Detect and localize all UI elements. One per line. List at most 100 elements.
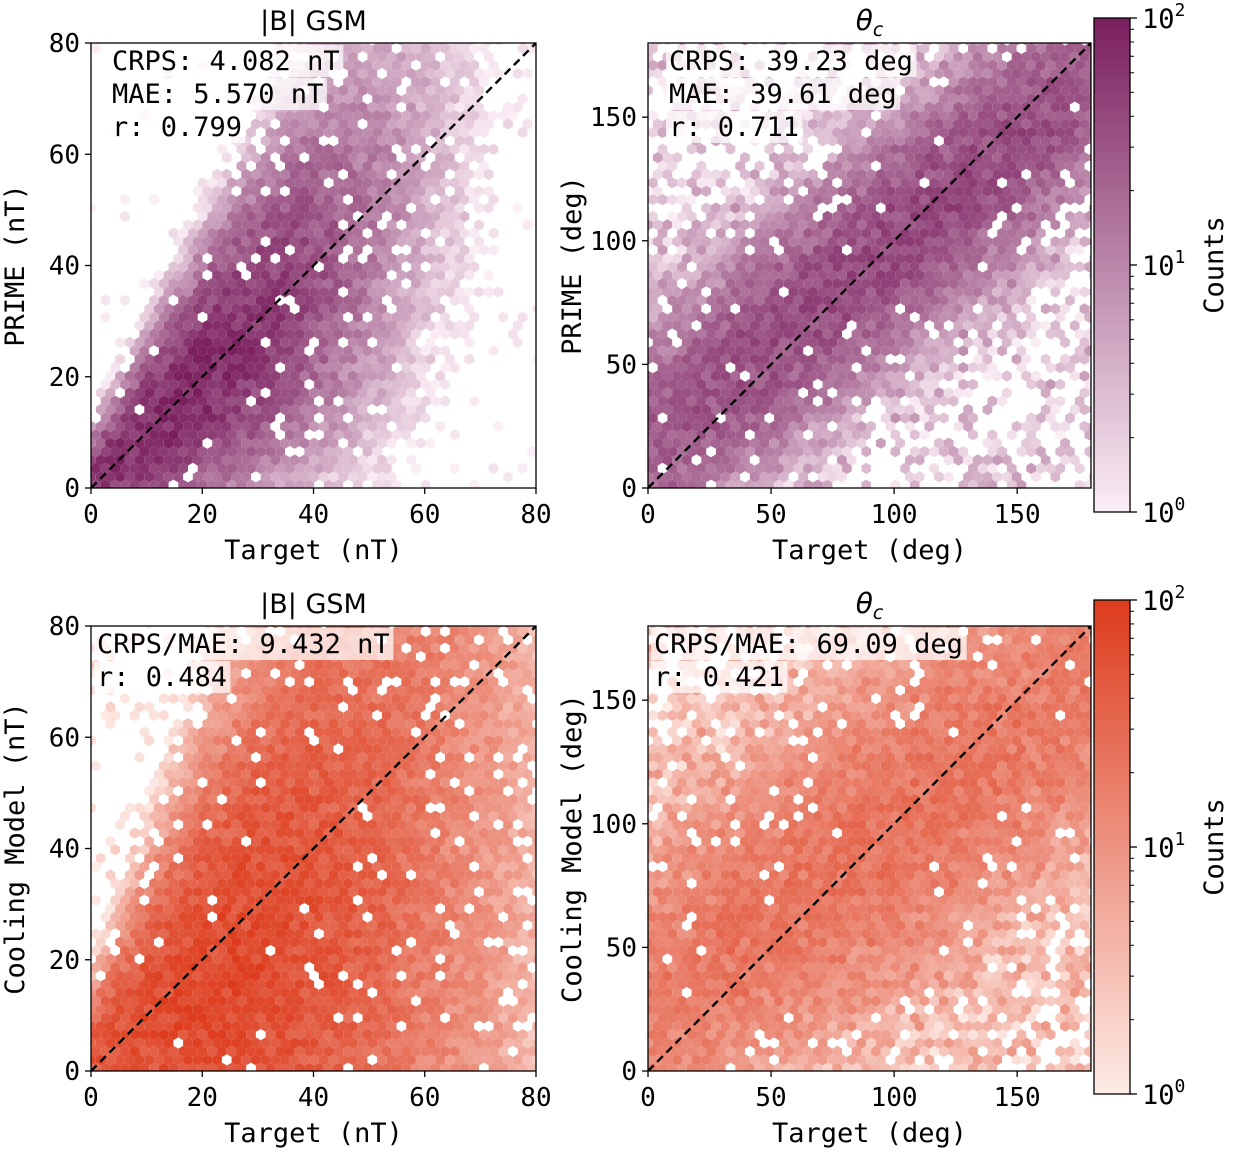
hexbin-cell [333, 93, 344, 105]
hexbin-cell [425, 118, 436, 130]
hexbin-cell [832, 328, 842, 340]
hexbin-cell [154, 1071, 164, 1082]
hexbin-cell [420, 827, 431, 839]
hexbin-cell [299, 437, 310, 449]
hexbin-cell [304, 160, 315, 172]
hexbin-cell [314, 110, 324, 122]
hexbin-cell [280, 118, 290, 130]
hexbin-cell [367, 152, 378, 164]
hexbin-cell [866, 219, 876, 231]
hexbin-cell [149, 961, 159, 973]
hexbin-cell [212, 852, 222, 864]
hexbin-cell [958, 345, 969, 357]
hexbin-cell [1011, 420, 1022, 432]
hexbin-cell [1065, 244, 1075, 256]
hexbin-cell [246, 345, 256, 357]
hexbin-cell [445, 236, 455, 248]
hexbin-cell [411, 261, 421, 273]
hexbin-cell [192, 387, 203, 399]
hexbin-cell [934, 320, 944, 332]
hexbin-cell [943, 303, 954, 315]
hexbin-cell [1050, 185, 1061, 197]
hexbin-cell [653, 488, 663, 499]
hexbin-cell [158, 894, 169, 906]
hexbin-cell [464, 869, 475, 881]
hexbin-cell [677, 294, 687, 306]
hexbin-cell [105, 1003, 116, 1015]
hexbin-cell [396, 353, 407, 365]
hexbin-cell [929, 126, 939, 138]
hexbin-cell [488, 462, 499, 474]
hexbin-cell [982, 370, 993, 382]
hexbin-cell [154, 404, 164, 416]
hexbin-cell [740, 236, 750, 248]
hexbin-cell [391, 412, 402, 424]
hexbin-cell [188, 479, 198, 488]
hexbin-cell [304, 261, 315, 273]
hexbin-cell [289, 953, 300, 965]
hexbin-cell [808, 168, 818, 180]
hexbin-cell [265, 1029, 276, 1041]
hexbin-cell [880, 294, 891, 306]
hexbin-cell [348, 970, 358, 982]
hexbin-cell [1026, 43, 1036, 54]
hexbin-cell [851, 227, 862, 239]
hexbin-cell [454, 51, 465, 63]
hexbin-cell [212, 835, 222, 847]
hexbin-cell [285, 978, 295, 990]
hexbin-cell [382, 43, 392, 54]
hexbin-cell [304, 177, 315, 189]
hexbin-cell [158, 462, 169, 474]
hexbin-cell [1045, 261, 1056, 273]
hexbin-cell [294, 311, 305, 323]
hexbin-cell [1036, 378, 1046, 390]
hexbin-cell [255, 827, 266, 839]
hexbin-cell [352, 810, 363, 822]
hexbin-cell [285, 945, 295, 957]
hexbin-cell [914, 101, 925, 113]
hexbin-cell [289, 420, 300, 432]
hexbin-cell [430, 261, 441, 273]
hexbin-cell [1050, 286, 1061, 298]
hexbin-cell [217, 429, 227, 441]
hexbin-cell [367, 835, 378, 847]
hexbin-cell [188, 278, 198, 290]
hexbin-cell [808, 252, 818, 264]
hexbin-cell [323, 894, 334, 906]
hexbin-cell [846, 202, 857, 214]
hexbin-cell [977, 194, 988, 206]
hexbin-cell [812, 479, 823, 488]
hexbin-cell [231, 269, 242, 281]
hexbin-cell [1021, 320, 1032, 332]
hexbin-cell [163, 420, 174, 432]
hexbin-cell [183, 252, 193, 264]
hexbin-cell [251, 987, 261, 999]
hexbin-cell [270, 852, 281, 864]
hexbin-cell [871, 244, 881, 256]
hexbin-cell [1002, 68, 1012, 80]
hexbin-cell [246, 429, 256, 441]
hexbin-cell [997, 160, 1007, 172]
hexbin-cell [735, 395, 745, 407]
hexbin-cell [866, 236, 876, 248]
hexbin-cell [440, 827, 450, 839]
hexbin-cell [95, 852, 106, 864]
hexbin-cell [1065, 362, 1075, 374]
hexbin-cell [924, 202, 935, 214]
hexbin-cell [226, 261, 237, 273]
hexbin-cell [963, 387, 973, 399]
hexbin-cell [861, 210, 872, 222]
hexbin-cell [440, 244, 450, 256]
hexbin-cell [919, 227, 930, 239]
hexbin-cell [430, 961, 441, 973]
hexbin-cell [454, 819, 465, 831]
hexbin-cell [730, 370, 741, 382]
hexbin-cell [851, 210, 862, 222]
hexbin-cell [1002, 101, 1012, 113]
hexbin-cell [464, 185, 475, 197]
metric-annotation: r: 0.711 [669, 112, 799, 143]
hexbin-cell [425, 202, 436, 214]
hexbin-cell [948, 43, 959, 54]
hexbin-cell [803, 227, 813, 239]
hexbin-cell [1050, 420, 1061, 432]
